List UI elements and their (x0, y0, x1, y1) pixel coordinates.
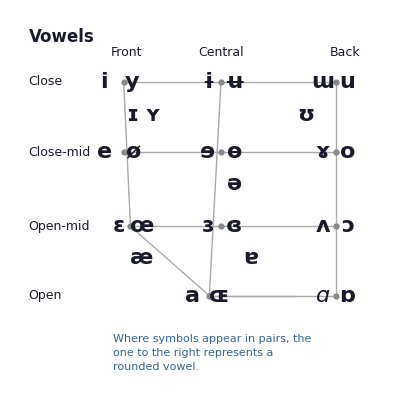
Text: ʊ: ʊ (297, 104, 314, 124)
Text: ɶ: ɶ (209, 286, 229, 306)
Text: y: y (125, 72, 140, 92)
Text: o: o (340, 142, 355, 162)
Text: ø: ø (125, 142, 140, 162)
Text: ɜ: ɜ (202, 216, 214, 236)
Text: u: u (340, 72, 355, 92)
Text: ɔ: ɔ (341, 216, 354, 236)
Text: i: i (100, 72, 108, 92)
Text: a: a (185, 286, 200, 306)
Text: Close-mid: Close-mid (29, 146, 91, 159)
Text: Open-mid: Open-mid (29, 220, 90, 233)
Text: Where symbols appear in pairs, the
one to the right represents a
rounded vowel.: Where symbols appear in pairs, the one t… (114, 334, 312, 372)
Text: Front: Front (111, 46, 142, 59)
Text: ɑ: ɑ (316, 286, 330, 306)
Text: ə: ə (227, 174, 242, 194)
Text: ɛ: ɛ (113, 216, 125, 236)
Text: Open: Open (29, 289, 62, 302)
Text: Back: Back (330, 46, 361, 59)
Text: æ: æ (130, 248, 154, 268)
Text: ɒ: ɒ (340, 286, 355, 306)
Text: ɐ: ɐ (244, 248, 259, 268)
Text: ʉ: ʉ (224, 72, 244, 92)
Text: œ: œ (130, 216, 154, 236)
Text: ɞ: ɞ (226, 216, 242, 236)
Text: Central: Central (198, 46, 244, 59)
Text: Close: Close (29, 75, 63, 88)
Text: e: e (97, 142, 112, 162)
Text: ɯ: ɯ (311, 72, 334, 92)
Text: Vowels: Vowels (29, 28, 94, 46)
Text: ʌ: ʌ (316, 216, 330, 236)
Text: ʏ: ʏ (145, 104, 161, 124)
Text: ɘ: ɘ (200, 142, 215, 162)
Text: ɨ: ɨ (202, 72, 214, 92)
Text: ɵ: ɵ (226, 142, 242, 162)
Text: ɪ: ɪ (126, 104, 138, 124)
Text: ɤ: ɤ (316, 142, 330, 162)
